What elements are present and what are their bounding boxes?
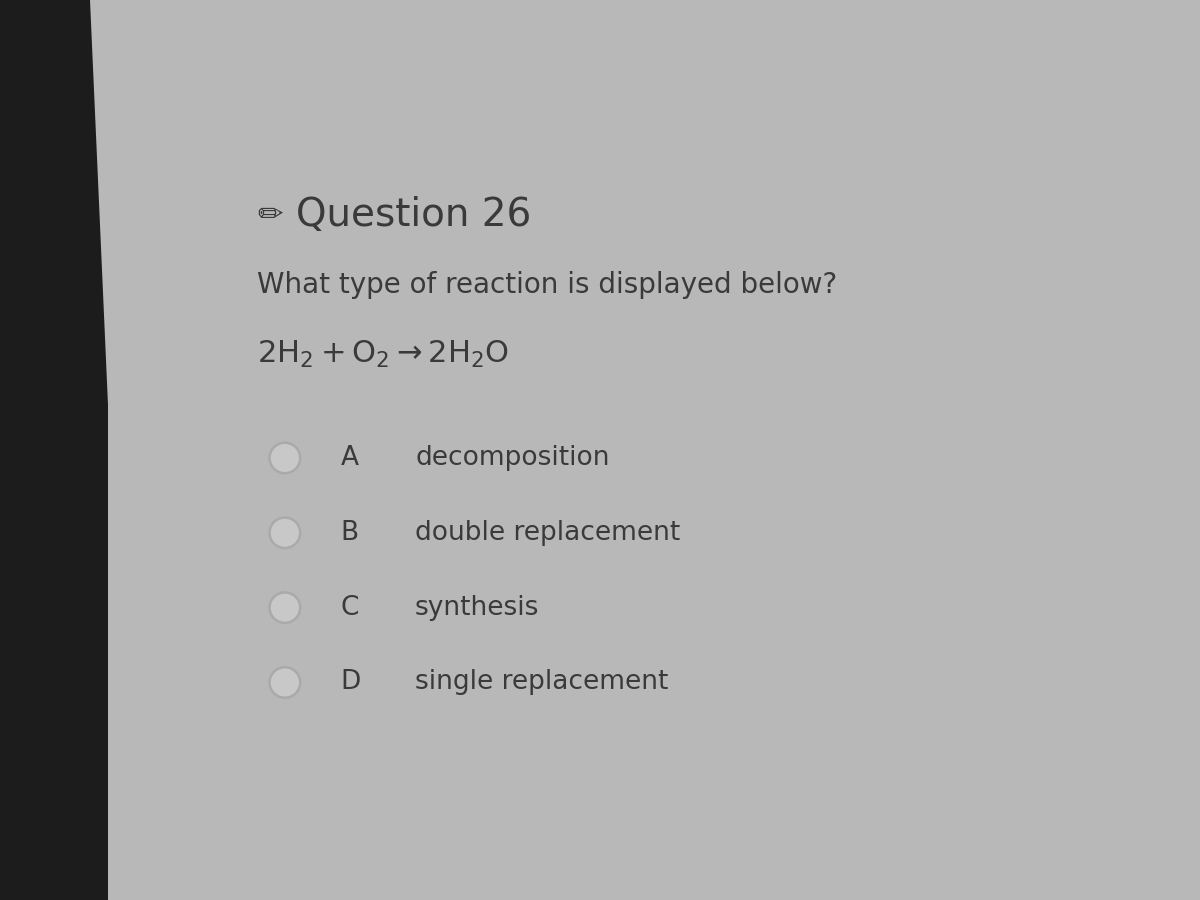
Text: C: C: [341, 595, 359, 621]
Text: $\mathregular{2H_2 + O_2 \rightarrow 2H_2O}$: $\mathregular{2H_2 + O_2 \rightarrow 2H_…: [257, 338, 509, 370]
Text: Question 26: Question 26: [296, 196, 532, 234]
Text: synthesis: synthesis: [415, 595, 540, 621]
Text: What type of reaction is displayed below?: What type of reaction is displayed below…: [257, 271, 838, 299]
Text: B: B: [341, 520, 359, 545]
Ellipse shape: [270, 667, 300, 698]
Text: decomposition: decomposition: [415, 445, 610, 471]
Text: ✏: ✏: [257, 201, 282, 230]
Text: A: A: [341, 445, 359, 471]
Text: single replacement: single replacement: [415, 670, 668, 696]
Text: D: D: [341, 670, 361, 696]
Text: double replacement: double replacement: [415, 520, 680, 545]
Ellipse shape: [270, 443, 300, 473]
Ellipse shape: [270, 518, 300, 548]
Ellipse shape: [270, 592, 300, 623]
